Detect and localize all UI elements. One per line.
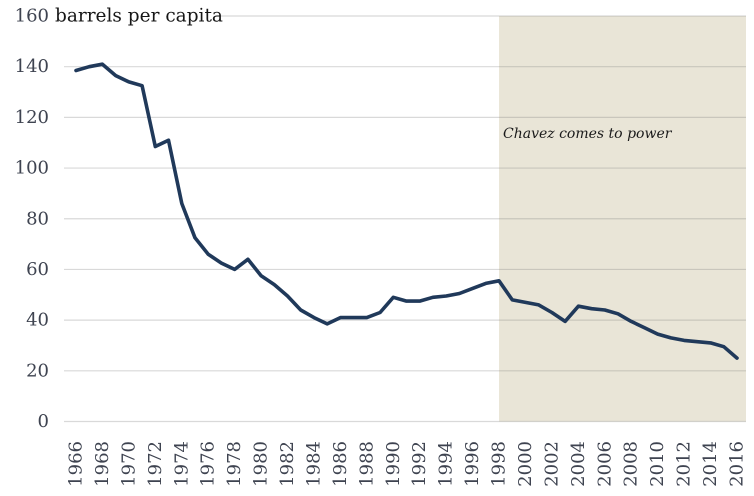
data-line-layer [74,62,739,360]
x-tick-label-2014: 2014 [700,441,721,487]
y-tick-label-140: 140 [15,56,49,77]
x-tick-label-2016: 2016 [727,441,748,487]
x-tick-label-1974: 1974 [171,441,192,487]
x-tick-label-1996: 1996 [462,441,483,487]
x-tick-label-2010: 2010 [647,441,668,487]
x-tick-label-1978: 1978 [224,441,245,487]
x-tick-label-1984: 1984 [303,441,324,487]
y-tick-label-0: 0 [38,411,49,432]
y-axis-labels: 0 20 40 60 80 100 120 140 160 [15,6,49,433]
y-tick-label-40: 40 [26,310,49,331]
x-tick-label-1998: 1998 [489,441,510,487]
oil-production-line [74,62,739,360]
gridline-layer [64,15,746,423]
x-tick-label-1992: 1992 [409,441,430,487]
x-axis-labels: 1966 1968 1970 1972 1974 1976 1978 1980 1982 1984… [66,441,748,487]
x-tick-label-1968: 1968 [92,441,113,487]
x-tick-label-2008: 2008 [621,441,642,487]
x-tick-label-1966: 1966 [66,441,87,487]
x-tick-label-1988: 1988 [356,441,377,487]
x-tick-label-1980: 1980 [251,441,272,487]
shading-layer [499,16,746,422]
chart-title: barrels per capita [55,6,223,27]
y-tick-label-80: 80 [26,208,49,229]
y-tick-label-20: 20 [26,360,49,381]
x-tick-label-2006: 2006 [594,441,615,487]
y-tick-label-100: 100 [15,158,49,179]
x-tick-label-1986: 1986 [330,441,351,487]
x-tick-label-1994: 1994 [436,441,457,487]
x-tick-label-2012: 2012 [674,441,695,487]
y-tick-label-120: 120 [15,107,49,128]
x-tick-label-2000: 2000 [515,441,536,487]
chavez-annotation: Chavez comes to power [503,126,673,142]
x-tick-label-1976: 1976 [198,441,219,487]
chavez-era-shading [499,16,746,422]
x-tick-label-1990: 1990 [383,441,404,487]
x-tick-label-1982: 1982 [277,441,298,487]
x-tick-label-2002: 2002 [541,441,562,487]
x-tick-label-1970: 1970 [118,441,139,487]
x-tick-label-2004: 2004 [568,441,589,487]
y-tick-label-60: 60 [26,259,49,280]
y-tick-label-160: 160 [15,6,49,27]
x-tick-label-1972: 1972 [145,441,166,487]
